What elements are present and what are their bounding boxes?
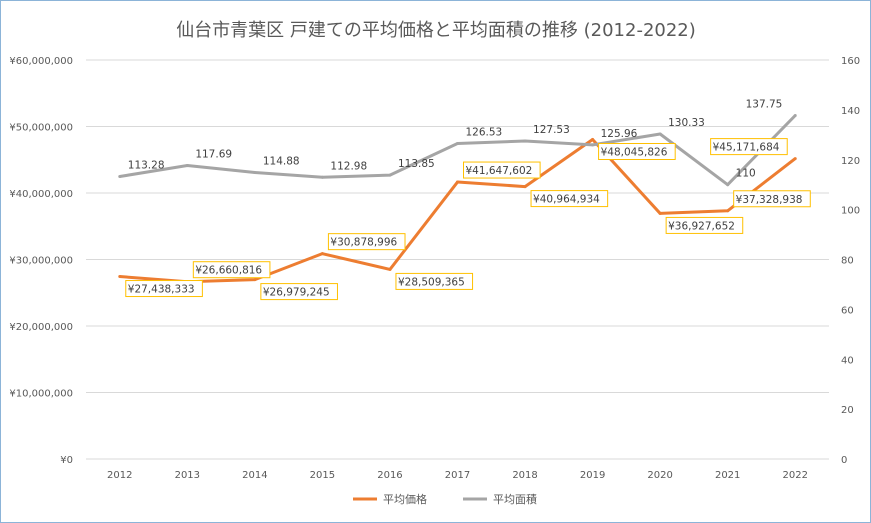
legend-label: 平均価格 [383,492,427,506]
y-left-tick-label: ¥40,000,000 [9,189,73,200]
data-point [320,252,324,256]
y-left-tick-label: ¥0 [60,455,73,466]
data-label-box [327,233,406,251]
data-label-box [463,161,541,179]
data-label: 114.88 [263,156,300,168]
data-point [591,137,595,141]
y-left-tick-label: ¥30,000,000 [9,256,73,267]
y-right-tick-label: 120 [841,156,860,167]
x-tick-label: 2012 [107,470,132,481]
y-left-tick-label: ¥10,000,000 [9,389,73,400]
data-label: 110 [736,168,756,180]
data-label: 127.53 [533,124,570,136]
x-tick-label: 2015 [310,470,335,481]
data-label: 113.28 [128,160,165,172]
y-right-tick-label: 160 [841,56,860,67]
data-label: ¥41,647,602 [466,165,533,177]
data-point [388,267,392,271]
data-label: 117.69 [195,149,232,161]
data-label-box [733,190,811,208]
data-point [793,113,797,117]
data-label-box [665,216,744,234]
data-label: 137.75 [746,98,783,110]
data-point [456,180,459,184]
data-label: ¥30,878,996 [330,237,397,249]
data-point [118,175,122,179]
y-right-tick-label: 40 [841,355,854,366]
chart-title: 仙台市青葉区 戸建ての平均価格と平均面積の推移 (2012-2022) [176,20,696,41]
data-label: 112.98 [330,160,367,172]
data-point [185,164,189,168]
y-left-tick-label: ¥50,000,000 [9,123,73,134]
x-tick-label: 2022 [783,470,808,481]
data-label: ¥27,438,333 [128,284,195,296]
x-tick-label: 2021 [715,470,740,481]
data-point [320,175,324,179]
data-point [523,139,527,143]
data-label-box [395,272,474,290]
data-point [658,211,662,215]
data-point [523,185,527,189]
data-label: 125.96 [601,128,638,140]
data-label-box [530,190,609,208]
data-label: ¥26,979,245 [263,287,330,299]
data-point [658,132,662,136]
x-tick-label: 2019 [580,470,605,481]
data-label: 130.33 [668,117,705,129]
data-point [388,173,392,177]
data-label: ¥36,927,652 [668,220,735,232]
y-left-tick-label: ¥60,000,000 [9,56,73,67]
x-tick-label: 2017 [445,470,470,481]
y-right-tick-label: 140 [841,106,860,117]
x-tick-label: 2018 [512,470,537,481]
data-label-box [260,283,338,301]
x-tick-label: 2020 [647,470,672,481]
x-tick-label: 2013 [175,470,200,481]
data-label-box [598,142,676,160]
data-point [118,275,122,279]
y-right-tick-label: 100 [841,206,860,217]
y-right-tick-label: 20 [841,405,854,416]
data-label-box [125,280,203,298]
x-tick-label: 2016 [377,470,402,481]
data-label: ¥45,171,684 [713,142,780,154]
y-left-tick-label: ¥20,000,000 [9,322,73,333]
y-right-tick-label: 60 [841,305,854,316]
data-label-box [192,261,271,279]
y-right-tick-label: 0 [841,455,847,466]
data-point [456,141,459,145]
data-label: ¥28,509,365 [398,276,465,288]
data-point [253,171,257,175]
x-tick-label: 2014 [242,470,267,481]
data-label: ¥48,045,826 [601,146,668,158]
data-point [726,183,730,187]
data-point [253,278,257,282]
data-label: ¥26,660,816 [195,265,262,277]
data-point [591,143,595,147]
data-label-box [710,138,788,156]
data-label: 126.53 [466,126,503,138]
data-label: ¥40,964,934 [533,194,600,206]
data-point [793,157,797,161]
data-label: 113.85 [398,158,435,170]
data-label: ¥37,328,938 [736,194,803,206]
y-right-tick-label: 80 [841,256,854,267]
data-point [726,209,730,213]
legend-label: 平均面積 [493,492,537,506]
